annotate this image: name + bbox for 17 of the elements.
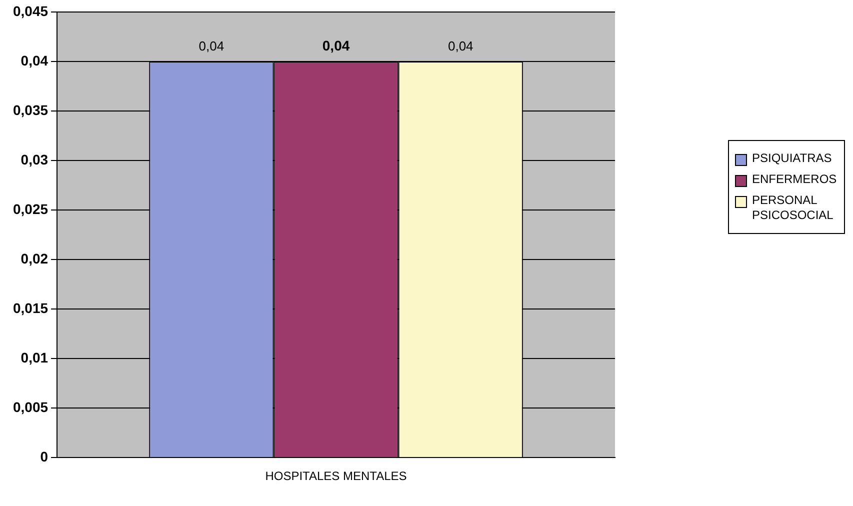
y-tick-label: 0,045 [12, 2, 48, 19]
y-tick-label: 0,01 [20, 349, 48, 366]
data-label: 0,04 [448, 38, 474, 54]
y-tick-label: 0,02 [20, 250, 48, 266]
y-tick-label: 0,04 [20, 52, 48, 68]
data-label: 0,04 [322, 37, 350, 54]
y-tick-label: 0,025 [12, 200, 48, 217]
legend-label: PSIQUIATRAS [752, 151, 833, 166]
y-tick-label: 0 [40, 448, 48, 464]
y-tick-label: 0,005 [12, 398, 48, 415]
y-tick-label: 0,03 [20, 151, 48, 168]
x-tick-label: HOSPITALES MENTALES [265, 469, 407, 484]
legend-label: PERSONAL PSICOSOCIAL [752, 193, 834, 223]
y-tick-label: 0,015 [12, 300, 48, 316]
legend-label: ENFERMEROS [752, 172, 838, 187]
y-tick-label: 0,035 [12, 102, 48, 118]
data-label: 0,04 [198, 38, 224, 54]
